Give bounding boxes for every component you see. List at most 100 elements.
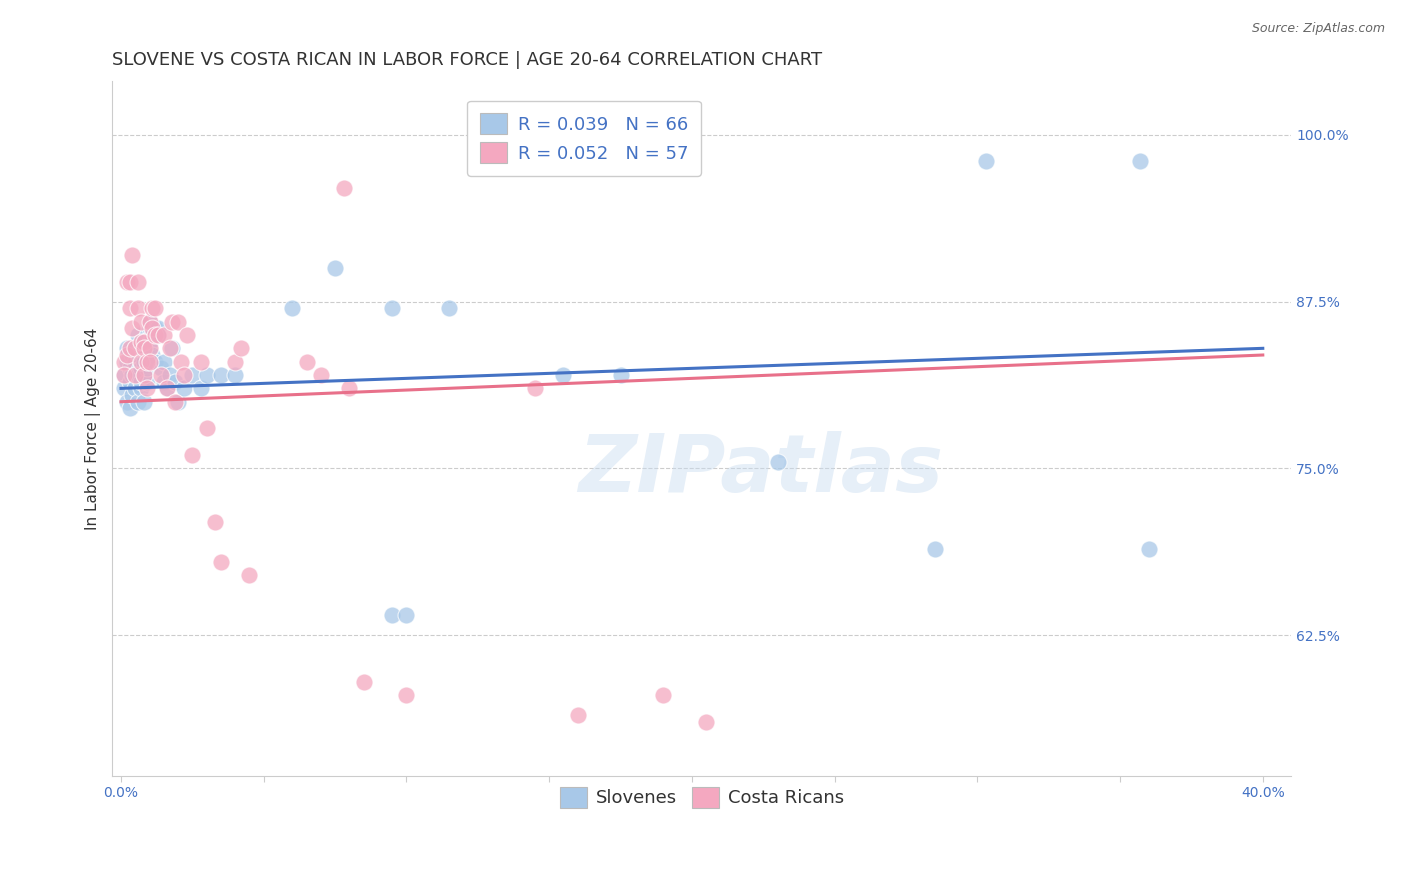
Point — [118, 375, 141, 389]
Point — [143, 328, 166, 343]
Point — [395, 608, 418, 623]
Point — [129, 334, 152, 349]
Point — [439, 301, 461, 316]
Point — [141, 301, 163, 316]
Point — [152, 375, 174, 389]
Point — [129, 375, 152, 389]
Point — [129, 315, 152, 329]
Point — [135, 361, 157, 376]
Point — [1137, 541, 1160, 556]
Point — [162, 315, 184, 329]
Point — [567, 708, 589, 723]
Y-axis label: In Labor Force | Age 20-64: In Labor Force | Age 20-64 — [86, 327, 101, 530]
Point — [176, 328, 198, 343]
Point — [332, 181, 354, 195]
Point — [143, 321, 166, 335]
Point — [162, 342, 184, 356]
Point — [165, 394, 187, 409]
Point — [173, 368, 195, 382]
Point — [112, 354, 135, 368]
Point — [337, 381, 360, 395]
Point — [1129, 154, 1152, 169]
Point — [132, 334, 155, 349]
Point — [127, 301, 149, 316]
Point — [138, 354, 160, 368]
Point — [195, 368, 218, 382]
Point — [159, 342, 181, 356]
Point — [132, 334, 155, 349]
Point — [229, 342, 252, 356]
Point — [165, 375, 187, 389]
Point — [124, 368, 146, 382]
Point — [112, 368, 135, 382]
Point — [309, 368, 332, 382]
Point — [135, 381, 157, 395]
Point — [146, 321, 169, 335]
Point — [238, 568, 260, 582]
Point — [141, 348, 163, 362]
Point — [974, 154, 997, 169]
Point — [121, 368, 143, 382]
Point — [129, 361, 152, 376]
Point — [132, 354, 155, 368]
Point — [121, 348, 143, 362]
Point — [149, 368, 172, 382]
Point — [129, 381, 152, 395]
Point — [127, 394, 149, 409]
Point — [127, 368, 149, 382]
Point — [152, 328, 174, 343]
Point — [127, 328, 149, 343]
Point — [132, 368, 155, 382]
Point — [115, 348, 138, 362]
Point — [167, 315, 190, 329]
Point — [132, 394, 155, 409]
Point — [156, 381, 179, 395]
Point — [124, 342, 146, 356]
Point — [115, 275, 138, 289]
Point — [353, 675, 375, 690]
Point — [143, 354, 166, 368]
Point — [295, 354, 318, 368]
Point — [121, 388, 143, 402]
Point — [190, 381, 212, 395]
Point — [135, 375, 157, 389]
Point — [138, 334, 160, 349]
Point — [766, 455, 789, 469]
Point — [381, 608, 404, 623]
Point — [115, 394, 138, 409]
Point — [204, 515, 226, 529]
Point — [224, 368, 246, 382]
Point — [141, 321, 163, 335]
Point — [124, 381, 146, 395]
Point — [138, 321, 160, 335]
Point — [138, 315, 160, 329]
Point — [118, 342, 141, 356]
Point — [127, 348, 149, 362]
Point — [323, 261, 346, 276]
Point — [121, 248, 143, 262]
Point — [112, 381, 135, 395]
Text: SLOVENE VS COSTA RICAN IN LABOR FORCE | AGE 20-64 CORRELATION CHART: SLOVENE VS COSTA RICAN IN LABOR FORCE | … — [112, 51, 823, 69]
Point — [553, 368, 575, 382]
Point — [381, 301, 404, 316]
Point — [167, 394, 190, 409]
Text: Source: ZipAtlas.com: Source: ZipAtlas.com — [1251, 22, 1385, 36]
Text: ZIPatlas: ZIPatlas — [578, 431, 943, 509]
Point — [209, 368, 232, 382]
Point — [146, 328, 169, 343]
Point — [181, 448, 204, 462]
Point — [695, 715, 717, 730]
Point — [121, 321, 143, 335]
Point — [395, 689, 418, 703]
Point — [129, 354, 152, 368]
Point — [124, 354, 146, 368]
Point — [190, 354, 212, 368]
Point — [609, 368, 631, 382]
Point — [135, 354, 157, 368]
Point — [138, 342, 160, 356]
Point — [152, 354, 174, 368]
Point — [281, 301, 304, 316]
Legend: Slovenes, Costa Ricans: Slovenes, Costa Ricans — [553, 780, 851, 815]
Point — [149, 361, 172, 376]
Point — [924, 541, 946, 556]
